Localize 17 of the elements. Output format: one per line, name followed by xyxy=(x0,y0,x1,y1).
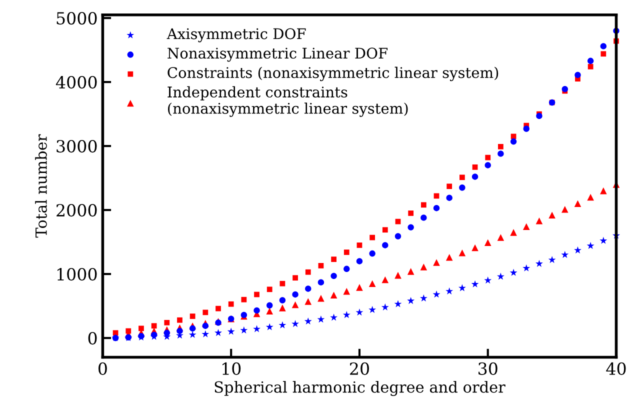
y-axis-title: Total number xyxy=(35,134,47,238)
x-axis-title: Spherical harmonic degree and order xyxy=(214,380,506,396)
legend-label: Nonaxisymmetric Linear DOF xyxy=(168,48,388,62)
y-tick-label: 0 xyxy=(88,332,97,345)
legend-label: Constraints (nonaxisymmetric linear system) xyxy=(168,66,498,82)
y-tick-label: 1000 xyxy=(57,268,97,281)
x-tick-label: 20 xyxy=(350,362,369,375)
y-tick-label: 2000 xyxy=(56,204,97,217)
y-tick-label: 5000 xyxy=(56,12,97,25)
x-tick-label: 40 xyxy=(606,362,626,375)
x-tick-label: 10 xyxy=(222,362,241,375)
legend-label: Independent constraints (nonaxisymmetric linear system) xyxy=(168,86,408,117)
y-tick-label: 4000 xyxy=(56,76,97,89)
x-tick-label: 0 xyxy=(98,362,107,375)
y-tick-label: 3000 xyxy=(56,140,97,153)
legend-label: Axisymmetric DOF xyxy=(166,28,306,42)
x-tick-label: 30 xyxy=(478,362,498,375)
